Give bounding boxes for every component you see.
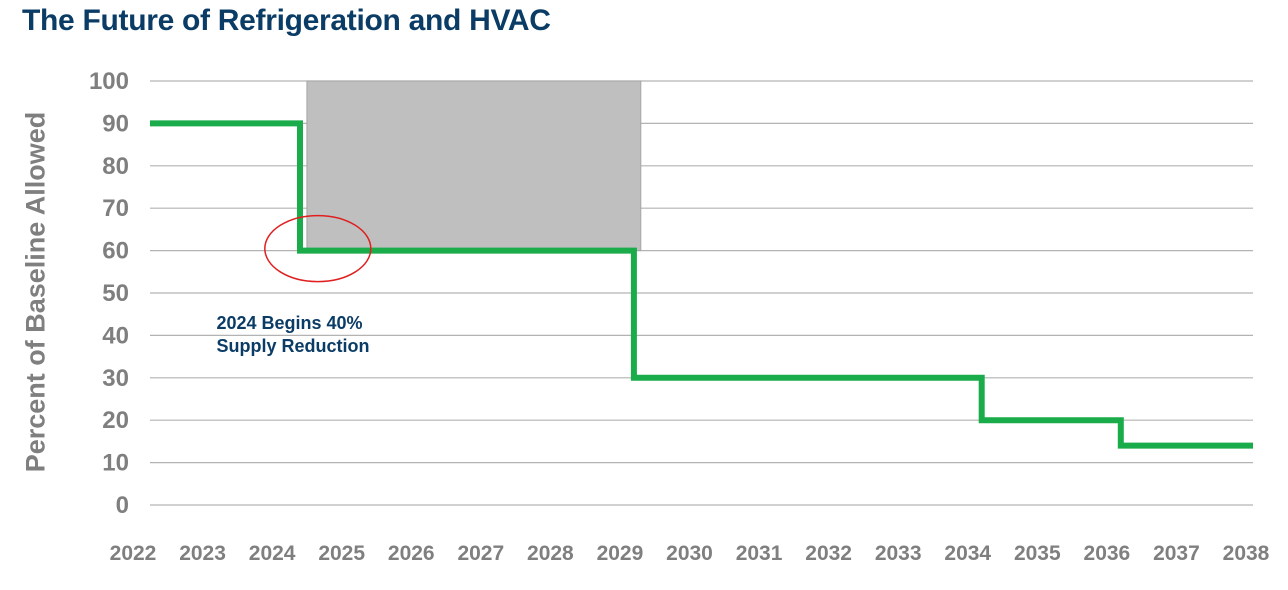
y-tick-70: 70 [102,195,129,222]
x-tick-2025: 2025 [318,542,365,565]
annotation: 2024 Begins 40% Supply Reduction [216,313,369,356]
y-tick-50: 50 [102,280,129,307]
x-tick-2031: 2031 [736,542,783,565]
y-tick-40: 40 [102,322,129,349]
step-line [150,120,1253,449]
y-tick-labels: 0 10 20 30 40 50 60 70 80 90 100 [89,68,129,519]
y-tick-20: 20 [102,407,129,434]
x-tick-2037: 2037 [1153,542,1200,565]
highlight-circle [264,214,372,283]
x-tick-2026: 2026 [388,542,435,565]
y-tick-80: 80 [102,153,129,180]
y-tick-0: 0 [116,492,129,519]
x-tick-2034: 2034 [944,542,991,565]
y-tick-60: 60 [102,238,129,265]
x-tick-2027: 2027 [457,542,504,565]
y-tick-30: 30 [102,365,129,392]
step-series [150,120,1253,449]
x-tick-2033: 2033 [875,542,922,565]
y-tick-10: 10 [102,450,129,477]
x-tick-2023: 2023 [179,542,226,565]
x-tick-2029: 2029 [597,542,644,565]
x-tick-2038: 2038 [1223,542,1270,565]
x-tick-2035: 2035 [1014,542,1061,565]
y-tick-90: 90 [102,110,129,137]
shaded-region [306,80,642,252]
x-tick-2036: 2036 [1084,542,1131,565]
x-tick-labels: 2022 2023 2024 2025 2026 2027 2028 2029 2030 2031… [110,542,1270,565]
x-tick-2032: 2032 [805,542,852,565]
annotation-line-2: Supply Reduction [216,336,369,356]
x-tick-2024: 2024 [249,542,296,565]
x-tick-2028: 2028 [527,542,574,565]
x-tick-2022: 2022 [110,542,157,565]
shaded-box [306,80,642,252]
red-ellipse [264,214,372,283]
y-tick-100: 100 [89,68,129,95]
annotation-line-1: 2024 Begins 40% [216,313,362,333]
x-tick-2030: 2030 [666,542,713,565]
chart-title: The Future of Refrigeration and HVAC [22,4,551,37]
